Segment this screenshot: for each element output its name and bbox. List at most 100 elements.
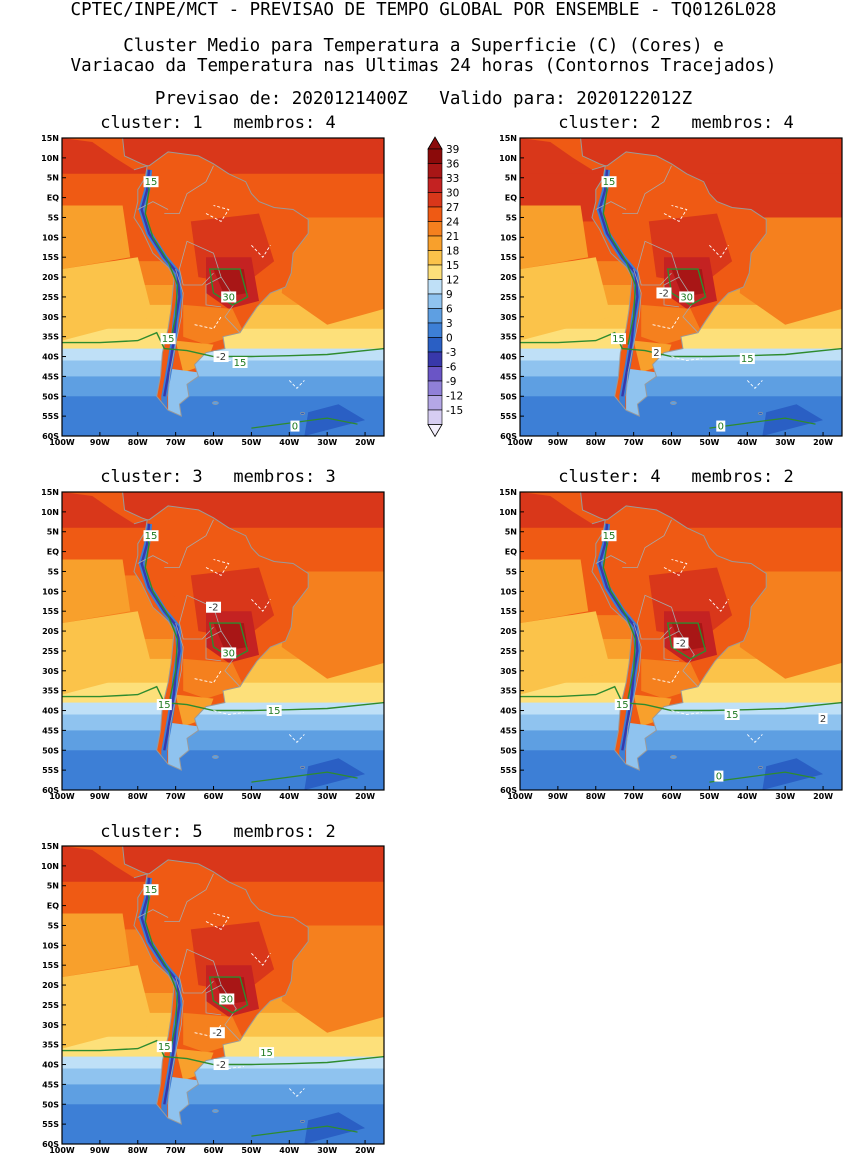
lat-tick-label: 10N: [41, 154, 59, 163]
svg-text:15: 15: [726, 710, 739, 721]
colorbar-swatch: [427, 395, 443, 411]
lat-tick-label: 40S: [42, 353, 59, 362]
lat-tick-label: 55S: [42, 412, 59, 421]
lon-tick-label: 80W: [128, 438, 148, 447]
lat-tick-label: 50S: [42, 392, 59, 401]
svg-text:15: 15: [145, 885, 158, 896]
colorbar-swatch: [427, 192, 443, 208]
svg-text:2: 2: [820, 714, 826, 725]
lon-tick-label: 30W: [317, 792, 337, 801]
svg-text:15: 15: [234, 358, 247, 369]
lat-tick-label: 15S: [42, 607, 59, 616]
contour-label: 15: [614, 699, 630, 711]
lon-tick-label: 100W: [49, 438, 75, 447]
contour-label: 15: [143, 530, 159, 542]
lon-tick-label: 90W: [90, 1146, 110, 1155]
lon-tick-label: 80W: [586, 792, 606, 801]
forecast-validity-line: Previsao de: 2020121400Z Valido para: 20…: [154, 89, 693, 109]
lon-tick-label: 30W: [775, 792, 795, 801]
contour-label: 0: [716, 420, 726, 433]
colorbar-label: 24: [446, 217, 460, 229]
lat-tick-label: EQ: [47, 194, 59, 203]
colorbar-label: -12: [446, 391, 463, 403]
contour-label: 15: [610, 333, 626, 345]
lat-tick-label: EQ: [505, 548, 517, 557]
colorbar-label: 33: [446, 173, 459, 185]
lon-tick-label: 40W: [279, 1146, 299, 1155]
colorbar-swatch: [427, 206, 443, 222]
colorbar-label: 0: [446, 333, 453, 345]
svg-text:15: 15: [612, 334, 625, 345]
colorbar-swatch: [427, 351, 443, 367]
panel-title-cluster-1: cluster: 1 membros: 4: [100, 113, 336, 133]
lat-tick-label: 5N: [47, 528, 59, 537]
colorbar-swatch: [427, 250, 443, 266]
svg-text:-2: -2: [209, 603, 219, 614]
lon-tick-label: 90W: [548, 438, 568, 447]
lat-tick-label: EQ: [47, 548, 59, 557]
lat-tick-label: 45S: [500, 372, 517, 381]
lon-tick-label: 60W: [204, 792, 224, 801]
colorbar-swatch: [427, 409, 443, 425]
svg-text:0: 0: [292, 422, 298, 433]
lat-tick-label: 50S: [500, 746, 517, 755]
lat-tick-label: 15S: [500, 253, 517, 262]
lat-tick-label: 55S: [500, 412, 517, 421]
lat-tick-label: 45S: [42, 726, 59, 735]
lon-tick-label: 70W: [624, 792, 644, 801]
lat-tick-label: 50S: [500, 392, 517, 401]
lat-tick-label: 30S: [42, 667, 59, 676]
lat-tick-label: 25S: [500, 647, 517, 656]
lat-tick-label: 15N: [41, 842, 59, 851]
lat-tick-label: 10S: [42, 587, 59, 596]
contour-label: 2: [651, 347, 661, 359]
svg-text:15: 15: [603, 177, 616, 188]
lat-tick-label: 30S: [500, 667, 517, 676]
contour-label: 0: [290, 420, 300, 433]
lat-tick-label: 20S: [42, 981, 59, 990]
lat-tick-label: 25S: [42, 293, 59, 302]
lat-tick-label: 15S: [42, 253, 59, 262]
colorbar-swatch: [427, 322, 443, 338]
panel-title-cluster-4: cluster: 4 membros: 2: [558, 467, 794, 487]
colorbar-label: 27: [446, 202, 459, 214]
lat-tick-label: 15N: [41, 134, 59, 143]
lon-tick-label: 20W: [355, 438, 375, 447]
svg-text:-2: -2: [676, 638, 686, 649]
lat-tick-label: 5N: [47, 882, 59, 891]
svg-text:30: 30: [680, 292, 693, 303]
contour-label: 30: [221, 291, 237, 303]
lat-tick-label: 35S: [42, 1041, 59, 1050]
main-title: CPTEC/INPE/MCT - PREVISAO DE TEMPO GLOBA…: [70, 0, 777, 20]
svg-text:30: 30: [222, 292, 235, 303]
lat-tick-label: 40S: [42, 1061, 59, 1070]
contour-label: -2: [213, 1059, 229, 1071]
lon-tick-label: 30W: [317, 1146, 337, 1155]
colorbar-label: -9: [446, 376, 456, 388]
contour-label: -2: [209, 1027, 225, 1039]
lat-tick-label: 5N: [505, 528, 517, 537]
lat-tick-label: 5S: [506, 213, 518, 222]
lat-tick-label: 20S: [42, 273, 59, 282]
lat-tick-label: 50S: [42, 746, 59, 755]
lat-tick-label: 55S: [500, 766, 517, 775]
lat-tick-label: 10N: [41, 862, 59, 871]
svg-text:-2: -2: [216, 1060, 226, 1071]
map-panel-cluster-1: 15 15 15 30 -2 0 15N 10N 5N EQ 5S 10S 15S 20S 25S 30S 35…: [41, 134, 385, 447]
svg-text:15: 15: [603, 531, 616, 542]
lat-tick-label: 25S: [500, 293, 517, 302]
lat-tick-label: 20S: [500, 627, 517, 636]
svg-text:15: 15: [260, 1048, 273, 1059]
lat-tick-label: 5N: [505, 174, 517, 183]
lon-tick-label: 50W: [699, 792, 719, 801]
lat-tick-label: 35S: [500, 687, 517, 696]
lon-tick-label: 80W: [128, 1146, 148, 1155]
contour-label: 15: [601, 176, 617, 188]
lat-tick-label: 10S: [42, 233, 59, 242]
lat-tick-label: 15N: [499, 488, 517, 497]
lat-tick-label: 60S: [500, 786, 517, 795]
lat-tick-label: EQ: [47, 902, 59, 911]
lat-tick-label: 40S: [500, 707, 517, 716]
subtitle-line-2: Variacao da Temperatura nas Ultimas 24 h…: [70, 56, 777, 76]
svg-text:15: 15: [616, 700, 629, 711]
